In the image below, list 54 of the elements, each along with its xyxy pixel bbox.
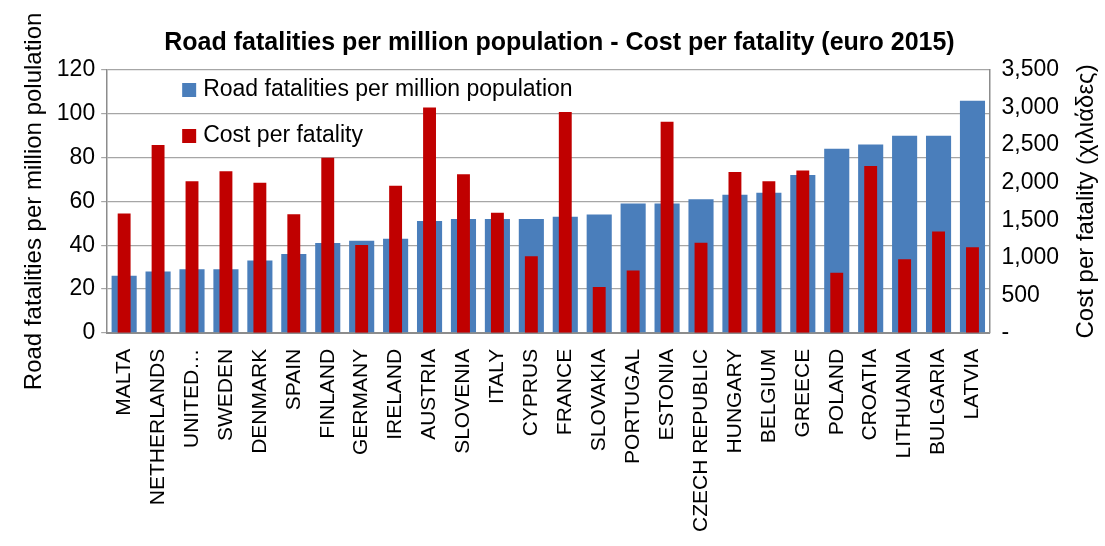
y-tick-label: 100 — [56, 99, 96, 126]
x-tick-label: CYPRUS — [518, 348, 542, 437]
y-tick-label: 0 — [82, 318, 96, 345]
y2-axis-title: Cost per fatality (χιλιάδες) — [1070, 64, 1098, 339]
legend-label: Cost per fatality — [203, 121, 364, 148]
bar — [966, 247, 979, 333]
x-tick-label: ITALY — [484, 348, 508, 405]
x-tick-label: HUNGARY — [721, 348, 745, 454]
y2-tick-label: 1,500 — [1001, 205, 1060, 232]
y2-tick-label: 500 — [1001, 280, 1040, 307]
x-tick-label: POLAND — [823, 348, 847, 436]
y-tick-label: 120 — [56, 55, 96, 82]
x-tick-label: CZECH REPUBLIC — [687, 348, 711, 533]
y-tick-label: 80 — [69, 142, 96, 169]
chart-title: Road fatalities per million population - Cost per fatality (euro 2015) — [164, 26, 955, 55]
x-tick-label: UNITED… — [178, 348, 202, 448]
bar — [626, 270, 640, 333]
bar — [932, 231, 945, 333]
bar — [592, 287, 606, 333]
x-tick-label: IRELAND — [382, 348, 406, 440]
x-tick-label: PORTUGAL — [619, 348, 643, 464]
y2-tick-label: - — [1001, 318, 1010, 345]
y-tick-label: 20 — [69, 274, 96, 301]
bar — [524, 256, 538, 333]
y2-tick-label: 3,500 — [1001, 55, 1060, 82]
x-tick-label: ESTONIA — [653, 348, 677, 441]
x-tick-label: BELGIUM — [755, 348, 779, 444]
y2-tick-label: 1,000 — [1001, 243, 1060, 270]
x-tick-label: NETHERLANDS — [144, 348, 168, 506]
bar — [694, 242, 708, 333]
x-tick-label: BULGARIA — [925, 348, 949, 456]
x-tick-label: LATVIA — [959, 348, 983, 420]
x-tick-label: MALTA — [110, 348, 134, 416]
x-tick-label: SWEDEN — [212, 348, 236, 441]
x-tick-label: FINLAND — [314, 348, 338, 439]
x-tick-label: LITHUANIA — [891, 348, 915, 459]
y2-tick-label: 2,000 — [1001, 167, 1060, 194]
x-tick-label: SPAIN — [280, 348, 304, 411]
y2-tick-label: 3,000 — [1001, 92, 1060, 119]
x-tick-label: SLOVENIA — [450, 348, 474, 454]
bar — [830, 272, 844, 333]
x-tick-label: FRANCE — [552, 348, 576, 436]
x-tick-label: SLOVAKIA — [586, 348, 610, 452]
x-tick-label: AUSTRIA — [416, 348, 440, 440]
y2-tick-label: 2,500 — [1001, 130, 1060, 157]
bar — [898, 259, 912, 333]
x-tick-label: CROATIA — [857, 348, 881, 441]
y-tick-label: 40 — [69, 230, 96, 257]
x-tick-label: GERMANY — [348, 348, 372, 455]
x-tick-label: DENMARK — [246, 348, 270, 454]
x-tick-label: GREECE — [789, 348, 813, 438]
y-axis-title: Road fatalities per million polulation — [19, 12, 47, 391]
legend-label: Road fatalities per million population — [203, 75, 573, 102]
y-tick-label: 60 — [69, 186, 96, 213]
